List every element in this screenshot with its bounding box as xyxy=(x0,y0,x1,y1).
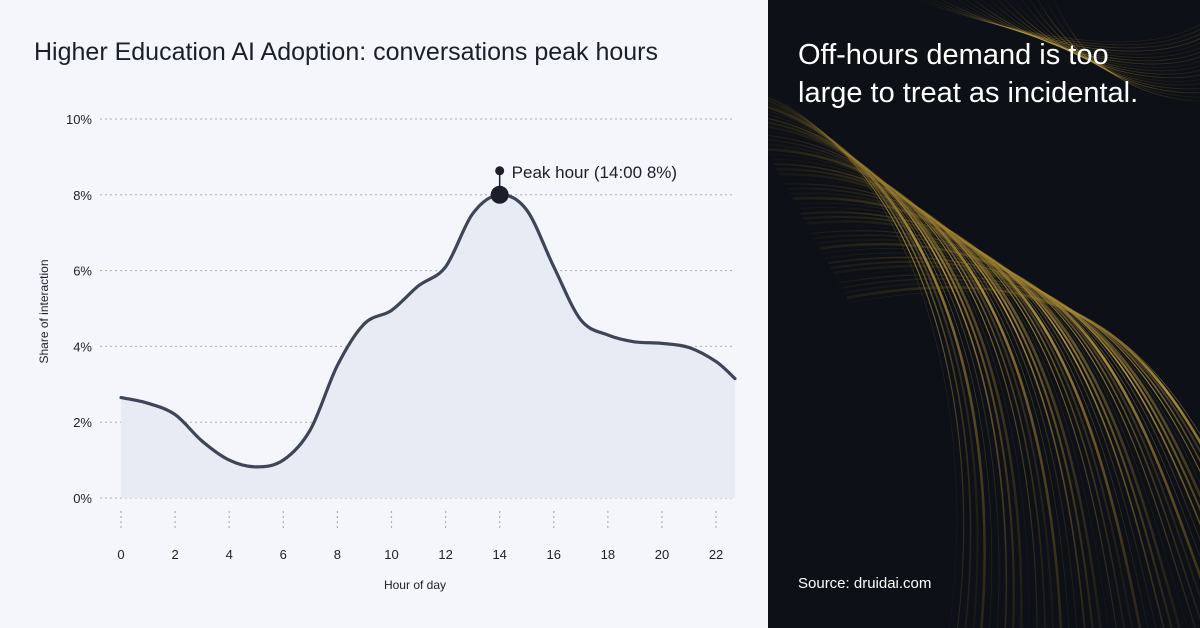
light-streak xyxy=(768,125,1023,628)
light-streak xyxy=(811,230,1196,628)
light-streak xyxy=(768,110,992,628)
light-streak xyxy=(1013,0,1200,82)
x-tick-label: 22 xyxy=(709,547,723,562)
light-streak xyxy=(1005,0,1200,79)
light-streaks-graphic xyxy=(768,0,1200,628)
x-tick-label: 10 xyxy=(384,547,398,562)
light-streak xyxy=(981,0,1200,68)
light-streak xyxy=(949,0,1200,55)
y-tick-label: 4% xyxy=(73,339,92,354)
light-streak xyxy=(835,270,1200,484)
light-streak xyxy=(806,220,1181,628)
light-streak xyxy=(849,291,1200,435)
light-streak xyxy=(798,207,1157,628)
light-streak xyxy=(814,234,1200,621)
light-streak xyxy=(825,252,1200,542)
light-streak xyxy=(989,0,1200,72)
light-streak xyxy=(792,196,1142,628)
area-chart: 0% 2% 4% 6% 8% 10% 0 2 4 6 8 10 12 14 16 18 20 22 Hour of … xyxy=(37,112,737,592)
light-streak xyxy=(771,158,1078,628)
light-streak xyxy=(790,192,1134,628)
light-streak xyxy=(803,215,1173,628)
area-layer xyxy=(119,193,737,498)
light-streak xyxy=(819,242,1200,580)
series-line xyxy=(119,193,737,469)
light-streak xyxy=(768,148,1063,628)
y-tick-label: 8% xyxy=(73,188,92,203)
x-tick-label: 16 xyxy=(547,547,561,562)
area-fill xyxy=(121,194,735,498)
light-streak xyxy=(768,130,1030,628)
light-streak xyxy=(773,163,1086,628)
x-tick-label: 8 xyxy=(334,547,341,562)
y-axis-label: Share of interaction xyxy=(37,259,51,363)
light-streak xyxy=(925,0,1200,46)
source-text: Source: druidai.com xyxy=(798,575,932,592)
light-streak xyxy=(997,0,1200,75)
light-streak xyxy=(768,139,1046,628)
light-streak xyxy=(781,178,1109,628)
light-streak xyxy=(800,211,1165,628)
annotation-layer: Peak hour (14:00 8%) xyxy=(490,163,677,204)
light-streak xyxy=(784,183,1117,628)
light-streak xyxy=(846,286,1200,445)
light-streak xyxy=(787,187,1126,628)
light-streak xyxy=(965,0,1200,62)
light-streak xyxy=(822,248,1200,558)
y-tick-label: 2% xyxy=(73,415,92,430)
x-tick-label: 14 xyxy=(492,547,506,562)
light-streak xyxy=(827,256,1200,526)
light-streak xyxy=(816,238,1200,600)
light-streak xyxy=(779,172,1102,628)
x-tick-label: 18 xyxy=(601,547,615,562)
x-axis-label: Hour of day xyxy=(384,578,446,592)
light-streak xyxy=(1045,0,1200,98)
annotation-dot xyxy=(495,166,505,176)
chart-panel: Higher Education AI Adoption: conversati… xyxy=(34,38,737,592)
light-streak xyxy=(917,0,1200,43)
light-streak xyxy=(838,274,1200,473)
x-tick-label: 6 xyxy=(280,547,287,562)
peak-marker xyxy=(490,185,509,204)
light-streak xyxy=(830,260,1200,512)
tick-labels: 0% 2% 4% 6% 8% 10% 0 2 4 6 8 10 12 14 16 18 20 22 Hour of … xyxy=(37,112,723,592)
light-streak xyxy=(843,282,1200,454)
light-streak xyxy=(795,202,1149,628)
light-streak xyxy=(768,96,965,628)
light-streak xyxy=(957,0,1200,58)
x-tick-label: 12 xyxy=(438,547,452,562)
light-streak xyxy=(768,153,1070,628)
y-tick-label: 10% xyxy=(66,112,92,127)
chart-title: Higher Education AI Adoption: conversati… xyxy=(34,38,659,66)
light-streak xyxy=(768,135,1038,628)
x-tick-label: 2 xyxy=(171,547,178,562)
x-tick-label: 4 xyxy=(226,547,233,562)
y-tick-label: 6% xyxy=(73,264,92,279)
light-streak xyxy=(973,0,1200,65)
light-streak xyxy=(833,264,1200,499)
light-streak xyxy=(768,94,958,628)
light-streak xyxy=(1021,0,1200,86)
headline-text: Off-hours demand is too large to treat a… xyxy=(798,39,1139,109)
y-tick-label: 0% xyxy=(73,491,92,506)
insight-panel: Off-hours demand is too large to treat a… xyxy=(768,0,1200,628)
peak-annotation-label: Peak hour (14:00 8%) xyxy=(512,163,677,182)
light-streak xyxy=(941,0,1200,52)
light-streak xyxy=(841,278,1200,463)
light-streak xyxy=(768,143,1054,628)
light-streak xyxy=(933,0,1200,49)
light-streak xyxy=(768,102,979,628)
light-streak xyxy=(808,225,1188,628)
x-tick-label: 0 xyxy=(117,547,124,562)
light-streak xyxy=(1053,0,1200,102)
light-streak xyxy=(1037,0,1200,94)
light-streak xyxy=(776,168,1094,628)
light-streak xyxy=(1029,0,1200,90)
x-tick-label: 20 xyxy=(655,547,669,562)
